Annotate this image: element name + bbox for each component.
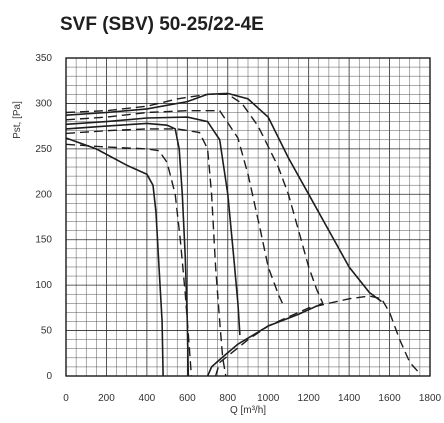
y-tick-label: 300	[35, 98, 52, 109]
series-line-3	[65, 122, 190, 377]
x-tick-label: 1200	[298, 393, 321, 404]
x-tick-label: 1800	[419, 393, 442, 404]
x-tick-label: 1400	[338, 393, 361, 404]
x-tick-label: 400	[139, 393, 156, 404]
y-tick-label: 50	[41, 326, 53, 337]
x-tick-label: 800	[219, 393, 236, 404]
series-line-10	[206, 302, 324, 377]
x-tick-labels: 0 200 400 600 800 1000 1200 1400 1600 1800	[63, 393, 441, 404]
y-axis-label: Pst, [Pa]	[12, 101, 23, 139]
y-tick-label: 200	[35, 189, 52, 200]
y-tick-label: 350	[35, 53, 52, 64]
series-line-8	[65, 93, 324, 304]
series-line-4	[65, 128, 227, 377]
series-line-6	[65, 109, 284, 304]
y-tick-labels: 0 50 100 150 200 250 300 350	[35, 53, 52, 382]
y-tick-label: 100	[35, 280, 52, 291]
y-tick-label: 250	[35, 144, 52, 155]
x-tick-label: 1000	[257, 393, 280, 404]
series-line-7	[65, 92, 382, 303]
x-tick-label: 0	[63, 393, 69, 404]
chart-title: SVF (SBV) 50-25/22-4E	[60, 14, 264, 35]
x-axis-label: Q [m³/h]	[230, 405, 266, 416]
y-tick-label: 150	[35, 235, 52, 246]
series-line-1	[65, 137, 164, 377]
series-line-5	[65, 116, 241, 336]
x-tick-label: 600	[179, 393, 196, 404]
plot-frame	[65, 57, 431, 377]
series-line-9	[214, 295, 419, 377]
y-tick-label: 0	[46, 371, 52, 382]
chart-curves	[65, 92, 419, 377]
x-tick-label: 200	[98, 393, 115, 404]
chart-grid	[65, 57, 431, 377]
x-tick-label: 1600	[378, 393, 401, 404]
series-line-2	[65, 143, 193, 377]
